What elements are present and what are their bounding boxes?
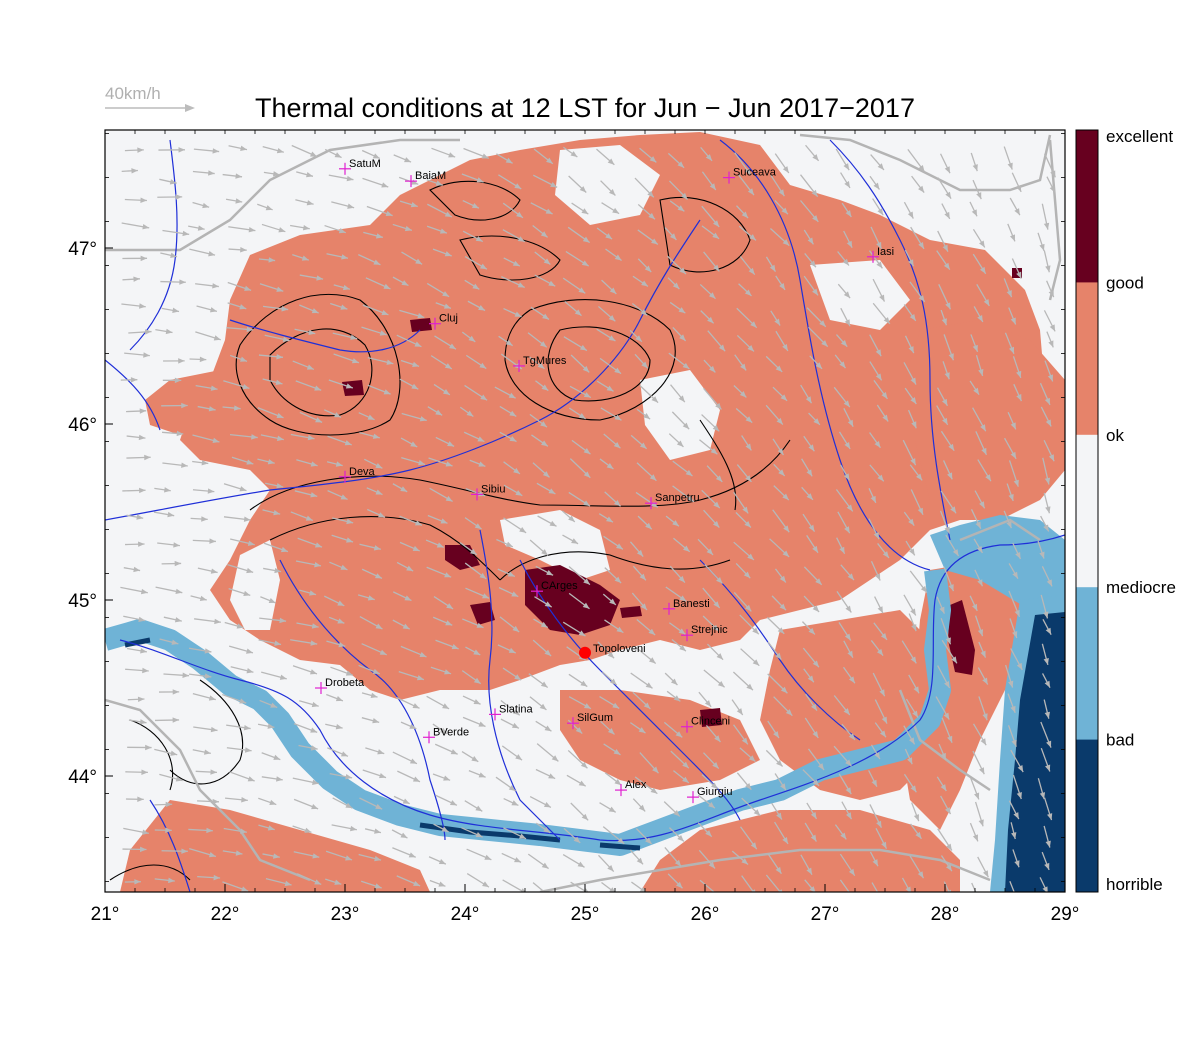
map-plot-area [105,130,1065,892]
highlight-marker-icon [579,646,591,659]
y-tick-label: 46° [68,415,97,436]
wind-arrows [120,144,1056,892]
station-tgmures: TgMures [513,355,567,372]
station-label: Iasi [877,246,894,258]
station-alex: Alex [615,779,647,797]
legend-label: ok [1106,426,1124,445]
legend-swatch [1076,130,1098,283]
rivers [105,139,1065,892]
station-label: Strejnic [691,624,728,636]
legend-label: excellent [1106,127,1173,146]
station-label: BaiaM [415,170,446,182]
station-markers: SatuM BaiaM Suceava Iasi Cluj TgMures Deva Sibi… [315,158,894,804]
x-tick-label: 25° [571,904,600,925]
station-carges: CArges [531,580,578,598]
region-good-east [905,320,1065,520]
x-tick-label: 22° [211,904,240,925]
station-label: TgMures [523,355,567,367]
region-ok-mountains [500,510,610,580]
station-label: Sanpetru [655,492,700,504]
y-tick-label: 47° [68,239,97,260]
legend-swatch [1076,587,1098,741]
x-tick-label: 28° [931,904,960,925]
station-label: Cluj [439,313,458,325]
region-ok-north [555,145,660,225]
y-axis: 47° 46° 45° 44° [68,133,1065,882]
country-borders [105,133,1062,892]
wind-scale: 40km/h [105,84,195,112]
station-label: Alex [625,779,647,791]
station-label: BVerde [433,726,469,738]
x-tick-label: 24° [451,904,480,925]
station-label: SatuM [349,158,381,170]
legend-swatch [1076,282,1098,436]
station-label: Suceava [733,167,777,179]
station-clinceni: Clinceni [681,716,730,733]
legend: excellent good ok mediocre bad horrible [1075,127,1176,894]
region-ok-west [230,540,280,630]
station-label: Slatina [499,703,534,715]
station-giurgiu: Giurgiu [687,786,732,804]
x-tick-label: 26° [691,904,720,925]
station-label: SilGum [577,712,613,724]
station-label: Topoloveni [593,643,646,655]
station-bverde: BVerde [423,726,469,744]
region-sea-horrible [1005,612,1065,892]
station-suceava: Suceava [723,167,777,184]
y-tick-label: 45° [68,591,97,612]
legend-label: bad [1106,731,1134,750]
region-good-southwest [120,800,430,892]
legend-label: mediocre [1106,578,1176,597]
station-label: Banesti [673,598,710,610]
station-slatina: Slatina [489,703,534,721]
x-tick-label: 29° [1051,904,1080,925]
legend-swatch [1076,739,1098,893]
station-label: Clinceni [691,716,730,728]
station-topoloveni: Topoloveni [579,643,646,659]
station-label: Drobeta [325,677,365,689]
region-ok-center [640,370,720,460]
station-label: Sibiu [481,483,505,495]
x-tick-label: 27° [811,904,840,925]
station-silgum: SilGum [567,712,613,730]
station-satum: SatuM [339,158,381,175]
station-label: Giurgiu [697,786,732,798]
station-banesti: Banesti [663,598,710,615]
legend-label: good [1106,273,1144,292]
wind-scale-label: 40km/h [105,84,161,103]
legend-swatch [1076,434,1098,588]
station-cluj: Cluj [429,313,458,330]
y-tick-label: 44° [68,767,97,788]
x-axis: 21° 22° 23° 24° 25° 26° 27° 28° 29° [91,130,1080,925]
station-sanpetru: Sanpetru [645,492,700,510]
x-tick-label: 21° [91,904,120,925]
station-drobeta: Drobeta [315,677,365,694]
region-ok-northeast [810,260,910,330]
station-label: Deva [349,466,376,478]
legend-label: horrible [1106,875,1163,894]
map-title: Thermal conditions at 12 LST for Jun − J… [255,93,915,123]
station-baiam: BaiaM [405,170,446,188]
station-sibiu: Sibiu [471,483,505,501]
x-tick-label: 23° [331,904,360,925]
station-iasi: Iasi [867,246,894,263]
station-strejnic: Strejnic [681,624,728,642]
station-label: CArges [541,580,578,592]
station-deva: Deva [339,466,376,483]
